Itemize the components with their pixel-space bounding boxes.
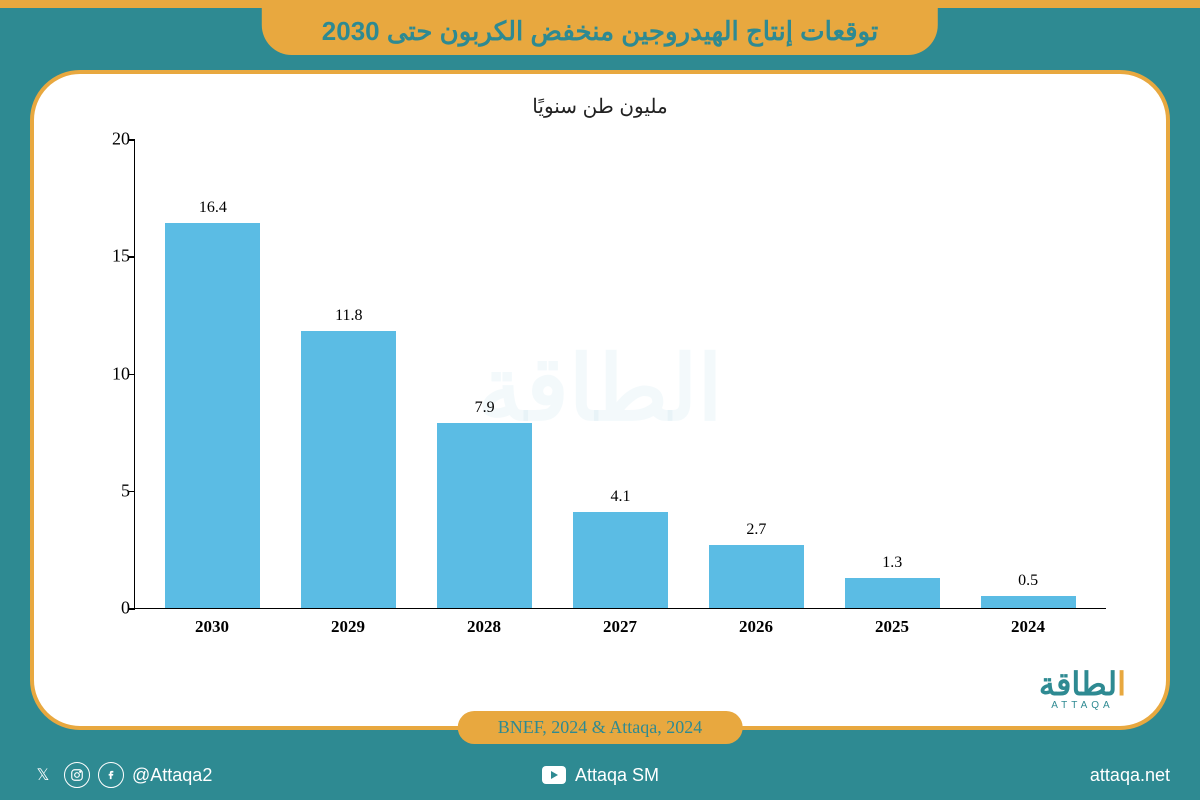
x-tick-label: 2026 [688,609,824,649]
youtube-icon [541,762,567,788]
bar: 0.5 [981,596,1076,608]
chart-subtitle: مليون طن سنويًا [74,94,1126,119]
x-tick-label: 2028 [416,609,552,649]
brand-logo: الطاقة ATTAQA [1039,668,1126,711]
footer-handle-left: @Attaqa2 [132,765,212,786]
y-tick-label: 15 [90,246,130,267]
chart-area: الطاقة 05101520 0.51.32.74.17.911.816.4 … [74,129,1126,649]
bar-slot: 16.4 [145,139,281,608]
footer-social-center: Attaqa SM [410,762,790,788]
x-tick-label: 2029 [280,609,416,649]
x-tick-label: 2025 [824,609,960,649]
x-icon: 𝕏 [30,762,56,788]
plot-region: 05101520 0.51.32.74.17.911.816.4 [134,139,1106,609]
y-tick-label: 20 [90,129,130,150]
bar-slot: 4.1 [553,139,689,608]
bar-value-label: 1.3 [882,554,902,572]
logo-english: ATTAQA [1039,700,1126,711]
page-title-pill: توقعات إنتاج الهيدروجين منخفض الكربون حت… [262,8,938,55]
bar-value-label: 7.9 [475,399,495,417]
bar: 11.8 [301,331,396,608]
footer-handle-center: Attaqa SM [575,765,659,786]
chart-card: مليون طن سنويًا الطاقة 0 5 10 15 20 0.5 1.3 2.… [30,70,1170,730]
footer-website: attaqa.net [790,765,1170,786]
bars-container: 0.5 1.3 2.7 4.1 7.9 11.8 16.4 [135,139,1106,608]
bar-value-label: 2.7 [746,521,766,539]
bar-value-label: 16.4 [199,199,227,217]
footer-url: attaqa.net [1090,765,1170,786]
facebook-icon [98,762,124,788]
instagram-icon [64,762,90,788]
bar-value-label: 11.8 [335,307,362,325]
bar: 7.9 [437,423,532,608]
logo-arabic: الطاقة [1039,668,1126,700]
bar-value-label: 4.1 [611,488,631,506]
bar-slot: 7.9 [417,139,553,608]
y-tick-label: 10 [90,363,130,384]
bar-value-label: 0.5 [1018,572,1038,590]
y-tick-label: 0 [90,598,130,619]
y-tick-label: 5 [90,480,130,501]
bar-slot: 0.5 [960,139,1096,608]
x-axis-labels: 2024202520262027202820292030 [134,609,1106,649]
bar: 16.4 [165,223,260,608]
x-tick-label: 2030 [144,609,280,649]
bar-slot: 1.3 [824,139,960,608]
bar: 4.1 [573,512,668,608]
x-tick-label: 2024 [960,609,1096,649]
bar-slot: 11.8 [281,139,417,608]
footer-bar: 𝕏 @Attaqa2 Attaqa SM attaqa.net [0,750,1200,800]
bar-slot: 2.7 [688,139,824,608]
source-pill: BNEF, 2024 & Attaqa, 2024 [458,711,743,744]
bar: 1.3 [845,578,940,608]
header-accent-band [0,0,1200,8]
x-tick-label: 2027 [552,609,688,649]
bar: 2.7 [709,545,804,608]
footer-social-left: 𝕏 @Attaqa2 [30,762,410,788]
